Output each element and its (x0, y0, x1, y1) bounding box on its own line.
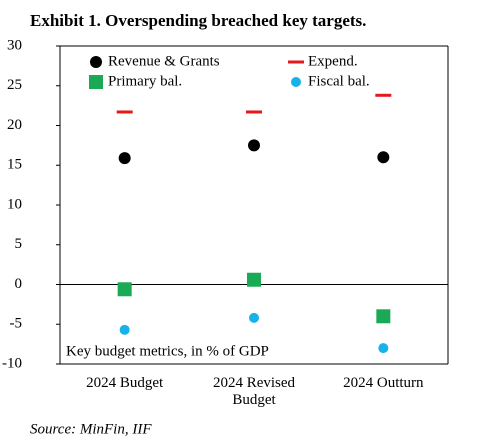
legend-marker (89, 75, 103, 89)
y-tick-label: 10 (7, 196, 22, 212)
legend-label: Fiscal bal. (308, 73, 370, 89)
point (375, 93, 392, 97)
point (248, 139, 260, 152)
legend-marker (288, 60, 304, 64)
y-tick-label: 30 (7, 37, 22, 53)
point (246, 110, 262, 114)
legend-label: Revenue & Grants (108, 53, 220, 69)
point (377, 151, 390, 164)
source: Source: MinFin, IIF (30, 421, 152, 437)
point (117, 282, 132, 297)
point (118, 152, 131, 165)
y-tick-label: 5 (15, 236, 23, 252)
y-tick-label: 25 (7, 77, 22, 93)
point (116, 110, 133, 114)
legend-marker (291, 77, 301, 87)
point (247, 272, 261, 287)
point (378, 343, 389, 354)
point (376, 309, 391, 324)
x-tick-label: 2024 Budget (86, 375, 164, 391)
y-tick-label: 0 (15, 276, 23, 292)
legend-label: Expend. (308, 53, 358, 69)
point (119, 324, 130, 335)
y-tick-label: 20 (7, 117, 22, 133)
point (249, 312, 259, 323)
legend-marker (90, 56, 102, 68)
y-tick-label: -10 (2, 355, 22, 371)
x-tick-label: 2024 Outturn (343, 375, 424, 391)
y-tick-label: -5 (10, 316, 23, 332)
chart-title: Exhibit 1. Overspending breached key tar… (30, 11, 366, 30)
annotation: Key budget metrics, in % of GDP (66, 343, 269, 359)
y-tick-label: 15 (7, 157, 22, 173)
legend-label: Primary bal. (108, 73, 182, 89)
x-tick-label: 2024 Revised Budget (212, 375, 296, 408)
